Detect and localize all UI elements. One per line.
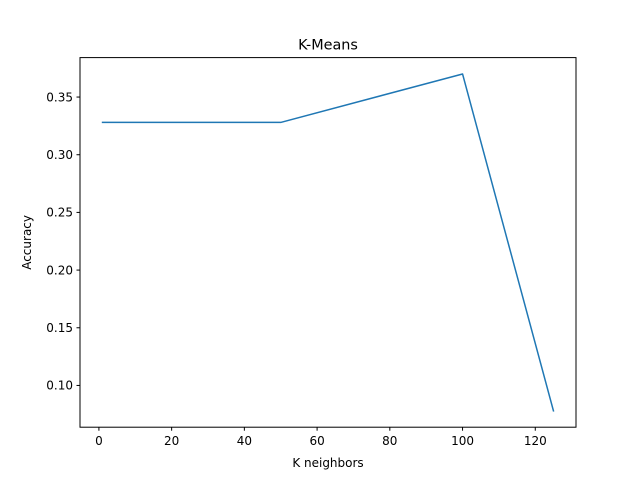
x-tick-label: 120 — [524, 434, 547, 448]
y-tick-label: 0.30 — [46, 148, 73, 162]
x-tick-label: 80 — [382, 434, 397, 448]
y-tick-label: 0.10 — [46, 379, 73, 393]
y-tick-label: 0.35 — [46, 90, 73, 104]
x-tick-label: 60 — [309, 434, 324, 448]
plot-area — [80, 57, 576, 428]
series-line-0 — [101, 73, 555, 412]
y-tick-label: 0.15 — [46, 321, 73, 335]
y-tick-label: 0.25 — [46, 206, 73, 220]
x-tick-label: 0 — [95, 434, 103, 448]
x-axis-label: K neighbors — [292, 456, 363, 470]
y-tick-label: 0.20 — [46, 263, 73, 277]
x-axis-ticks: 0 20 40 60 80 100 120 — [95, 427, 547, 448]
x-tick-label: 40 — [237, 434, 252, 448]
x-tick-label: 100 — [451, 434, 474, 448]
series-layer — [101, 73, 555, 412]
chart-title: K-Means — [298, 38, 358, 54]
plot-frame — [79, 57, 577, 428]
y-axis-label: Accuracy — [20, 215, 34, 270]
y-axis-ticks: 0.10 0.15 0.20 0.25 0.30 0.35 — [46, 90, 80, 393]
x-tick-label: 20 — [164, 434, 179, 448]
